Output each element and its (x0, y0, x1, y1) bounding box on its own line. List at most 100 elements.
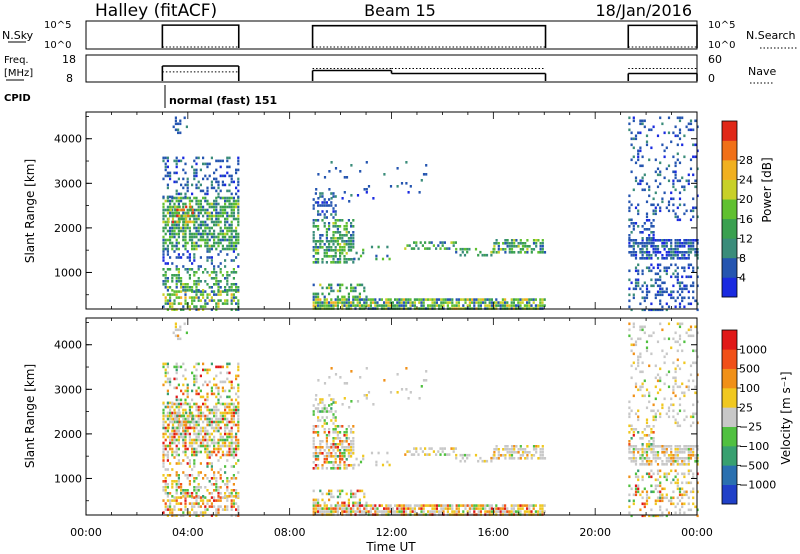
velocity-cell (177, 508, 180, 511)
power-cell (177, 192, 180, 196)
velocity-cell (182, 495, 185, 498)
power-cell (670, 251, 673, 254)
power-cell (661, 122, 664, 126)
velocity-cell (674, 418, 677, 422)
velocity-cell (206, 420, 209, 424)
velocity-cell (336, 425, 339, 428)
power-cell (188, 256, 191, 259)
velocity-cell (676, 412, 679, 416)
power-cell (411, 304, 414, 307)
velocity-cell (206, 499, 209, 502)
power-cell (191, 247, 194, 251)
power-cell (319, 298, 322, 301)
velocity-cell (210, 465, 213, 468)
velocity-cell (217, 438, 220, 442)
velocity-cell (232, 447, 235, 451)
power-cell (643, 188, 646, 192)
velocity-cell (432, 450, 435, 453)
power-cell (215, 214, 218, 218)
velocity-cell (219, 395, 222, 399)
velocity-cell (219, 456, 222, 459)
power-cell (524, 242, 527, 245)
power-cell (341, 252, 344, 255)
velocity-cell (692, 421, 695, 425)
velocity-cell (628, 424, 631, 428)
power-cell (654, 209, 657, 213)
power-cell (230, 247, 233, 251)
velocity-cell (173, 365, 176, 369)
power-cell (228, 226, 231, 230)
power-cell (497, 248, 500, 251)
power-cell (232, 296, 235, 299)
velocity-cell (504, 448, 507, 451)
velocity-cell (175, 502, 178, 505)
power-cell (468, 301, 471, 304)
power-cell (683, 296, 686, 300)
velocity-cell (632, 448, 635, 451)
power-cell (164, 283, 167, 286)
velocity-cell (652, 443, 655, 446)
power-cell (228, 286, 231, 289)
velocity-cell (420, 510, 423, 513)
power-cell (332, 231, 335, 234)
power-cell (345, 304, 348, 307)
power-cell (189, 205, 192, 209)
power-cell (350, 225, 353, 228)
velocity-cell (197, 502, 200, 505)
velocity-cell (195, 486, 198, 489)
power-colorbar-tick-label-5: 24 (739, 174, 753, 187)
velocity-cell (639, 370, 642, 374)
power-cell (637, 281, 640, 285)
power-cell (164, 220, 167, 224)
velocity-colorbar-label: Velocity [m s⁻¹] (779, 371, 793, 464)
velocity-cell (694, 325, 697, 329)
power-cell (654, 278, 657, 282)
velocity-cell (323, 382, 327, 385)
power-cell (232, 211, 235, 215)
power-cell (325, 216, 328, 219)
power-cell (645, 293, 649, 297)
power-cell (193, 235, 196, 239)
velocity-cell (162, 426, 165, 430)
power-cell (180, 159, 183, 163)
velocity-cell (206, 444, 209, 448)
velocity-cell (523, 504, 526, 507)
velocity-cell (396, 373, 399, 376)
velocity-cell (639, 385, 642, 389)
power-cell (182, 214, 186, 218)
velocity-cell (648, 425, 651, 428)
velocity-cell (208, 408, 211, 412)
power-cell (186, 271, 189, 274)
velocity-cell (204, 405, 207, 409)
velocity-cell (678, 424, 682, 428)
power-cell (347, 237, 350, 240)
power-cell (177, 296, 180, 299)
power-cell (230, 283, 233, 286)
velocity-cell (345, 428, 348, 431)
velocity-cell (235, 453, 238, 457)
power-cell (628, 122, 631, 126)
velocity-cell (672, 391, 675, 395)
power-cell (502, 242, 505, 245)
power-cell (681, 185, 684, 189)
power-cell (661, 287, 664, 291)
power-cell (232, 241, 235, 245)
power-cell (328, 222, 331, 225)
velocity-cell (672, 490, 675, 494)
velocity-cell (178, 423, 181, 427)
velocity-cell (173, 420, 176, 424)
power-cell (694, 206, 697, 210)
velocity-cell (180, 502, 183, 505)
power-cell (210, 299, 213, 302)
velocity-colorbar-tick-label-2: 100 (739, 382, 760, 395)
velocity-cell (652, 490, 655, 494)
velocity-cell (343, 440, 346, 443)
velocity-cell (461, 456, 464, 460)
velocity-cell (219, 432, 222, 436)
power-cell (643, 308, 646, 312)
power-cell (173, 180, 176, 184)
velocity-cell (356, 504, 359, 507)
power-cell (332, 216, 335, 219)
nsky-panel: N.Sky 10^5 10^0 10^5 10^0 N.Search (2, 20, 798, 51)
